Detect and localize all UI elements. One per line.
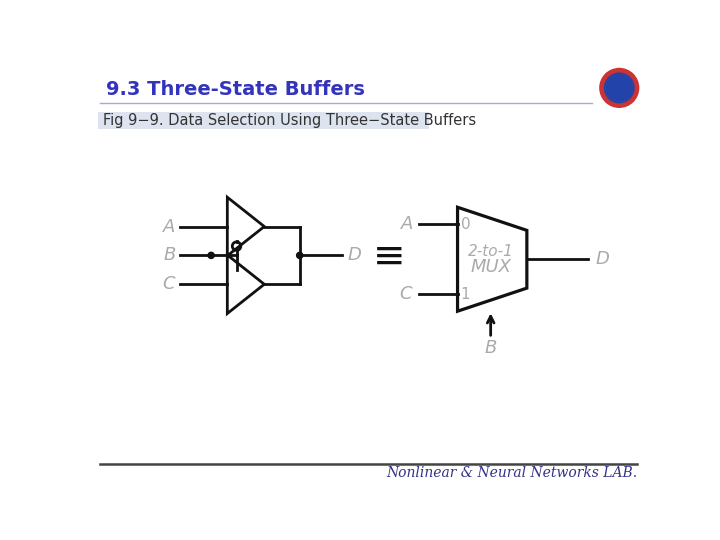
Text: $B$: $B$ (163, 246, 176, 265)
Text: 9.3 Three-State Buffers: 9.3 Three-State Buffers (106, 80, 364, 99)
FancyBboxPatch shape (98, 112, 429, 129)
Text: Fig 9−9. Data Selection Using Three−State Buffers: Fig 9−9. Data Selection Using Three−Stat… (102, 113, 476, 128)
Circle shape (297, 252, 303, 259)
Text: $C$: $C$ (162, 275, 176, 293)
Text: MUX: MUX (470, 258, 511, 276)
Text: $D$: $D$ (595, 250, 610, 268)
Text: $D$: $D$ (348, 246, 362, 265)
Text: $C$: $C$ (399, 285, 414, 303)
Text: 2-to-1: 2-to-1 (468, 244, 513, 259)
Text: Nonlinear & Neural Networks LAB.: Nonlinear & Neural Networks LAB. (386, 466, 637, 480)
Text: $B$: $B$ (484, 339, 498, 357)
Circle shape (600, 69, 639, 107)
Text: $A$: $A$ (400, 215, 414, 233)
Text: 1: 1 (461, 287, 470, 302)
Text: 0: 0 (461, 217, 470, 232)
Circle shape (208, 252, 215, 259)
Circle shape (606, 75, 632, 101)
Text: $\equiv$: $\equiv$ (365, 237, 403, 274)
Text: $A$: $A$ (163, 218, 176, 235)
